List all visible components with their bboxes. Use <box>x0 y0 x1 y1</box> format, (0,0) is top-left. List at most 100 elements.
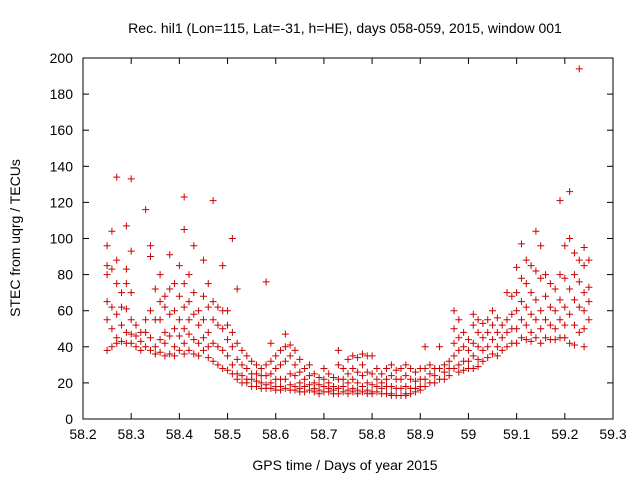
data-point <box>209 298 217 306</box>
data-point <box>199 256 207 264</box>
x-tick-label: 59.3 <box>599 426 626 442</box>
data-point <box>508 292 516 300</box>
data-point <box>387 383 395 391</box>
data-point <box>103 346 111 354</box>
data-point <box>156 271 164 279</box>
data-point <box>464 357 472 365</box>
data-point <box>440 375 448 383</box>
data-point <box>180 325 188 333</box>
data-point <box>368 352 376 360</box>
data-point <box>291 346 299 354</box>
data-point <box>368 390 376 398</box>
data-point <box>146 307 154 315</box>
data-point <box>296 368 304 376</box>
data-point <box>411 368 419 376</box>
data-point <box>195 307 203 315</box>
data-point <box>190 350 198 358</box>
data-point <box>305 372 313 380</box>
data-points <box>103 65 593 400</box>
data-point <box>527 310 535 318</box>
data-point <box>252 370 260 378</box>
data-point <box>185 298 193 306</box>
data-point <box>469 310 477 318</box>
data-point <box>219 262 227 270</box>
data-point <box>305 386 313 394</box>
data-point <box>310 388 318 396</box>
data-point <box>522 336 530 344</box>
data-point <box>161 328 169 336</box>
data-point <box>219 325 227 333</box>
data-point <box>407 364 415 372</box>
data-point <box>455 368 463 376</box>
data-point <box>474 343 482 351</box>
data-point <box>185 330 193 338</box>
data-point <box>575 256 583 264</box>
x-tick-label: 58.7 <box>310 426 337 442</box>
data-point <box>566 285 574 293</box>
data-point <box>566 188 574 196</box>
data-point <box>334 361 342 369</box>
data-point <box>358 361 366 369</box>
x-tick-label: 58.8 <box>358 426 385 442</box>
data-point <box>108 325 116 333</box>
x-tick-label: 59.2 <box>551 426 578 442</box>
data-point <box>570 341 578 349</box>
data-point <box>527 289 535 297</box>
data-point <box>460 366 468 374</box>
data-point <box>277 361 285 369</box>
data-point <box>146 346 154 354</box>
data-point <box>156 316 164 324</box>
data-point <box>556 197 564 205</box>
data-point <box>137 337 145 345</box>
data-point <box>489 350 497 358</box>
data-point <box>498 334 506 342</box>
x-tick-label: 59.1 <box>503 426 530 442</box>
data-point <box>431 372 439 380</box>
y-tick-label: 20 <box>57 375 73 391</box>
data-point <box>137 346 145 354</box>
data-point <box>363 368 371 376</box>
data-point <box>151 343 159 351</box>
y-tick-label: 180 <box>50 86 74 102</box>
y-tick-label: 100 <box>50 231 74 247</box>
data-point <box>305 361 313 369</box>
data-point <box>527 262 535 270</box>
data-point <box>334 390 342 398</box>
data-point <box>363 379 371 387</box>
data-point <box>358 388 366 396</box>
data-point <box>445 357 453 365</box>
data-point <box>224 352 232 360</box>
data-point <box>281 330 289 338</box>
data-point <box>513 263 521 271</box>
data-point <box>127 339 135 347</box>
data-point <box>349 364 357 372</box>
data-point <box>286 370 294 378</box>
data-point <box>542 292 550 300</box>
data-point <box>301 375 309 383</box>
data-point <box>132 343 140 351</box>
data-point <box>243 352 251 360</box>
data-point <box>566 310 574 318</box>
data-point <box>585 256 593 264</box>
data-point <box>113 173 121 181</box>
data-point <box>339 364 347 372</box>
data-point <box>517 274 525 282</box>
data-point <box>402 383 410 391</box>
data-point <box>397 364 405 372</box>
data-point <box>522 256 530 264</box>
data-point <box>161 339 169 347</box>
data-point <box>556 271 564 279</box>
data-point <box>575 303 583 311</box>
data-point <box>291 361 299 369</box>
data-point <box>108 227 116 235</box>
data-point <box>146 334 154 342</box>
data-point <box>180 303 188 311</box>
data-point <box>387 372 395 380</box>
data-point <box>252 361 260 369</box>
data-point <box>175 292 183 300</box>
data-point <box>224 321 232 329</box>
data-point <box>204 303 212 311</box>
data-point <box>272 352 280 360</box>
data-point <box>296 355 304 363</box>
